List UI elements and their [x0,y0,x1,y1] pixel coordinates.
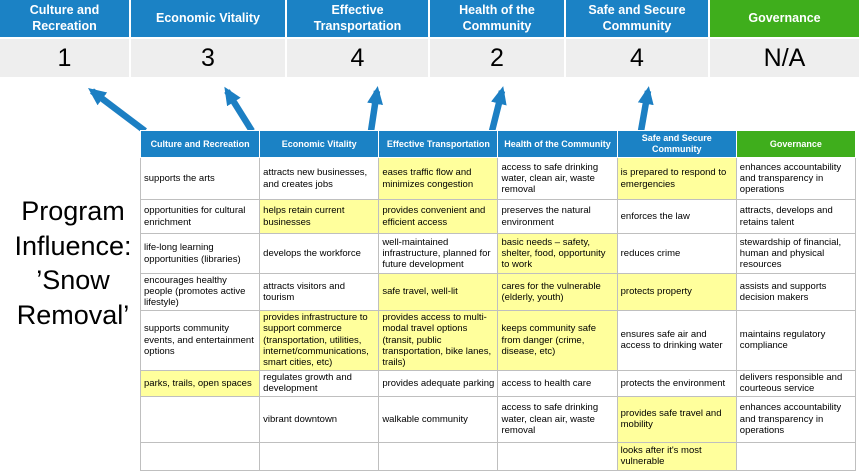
score-arrows [88,86,654,134]
matrix-cell [139,395,261,443]
matrix-cell: looks after it's most vulnerable [616,441,737,471]
matrix-header-economic-vitality: Economic Vitality [259,130,380,158]
matrix-cell: attracts visitors and tourism [259,273,380,311]
matrix-cell: stewardship of financial, human and phys… [735,233,857,274]
matrix-header-safe-and-secure-community: Safe and Secure Community [616,130,737,158]
category-banner: Culture and Recreation Economic Vitality… [0,0,859,37]
matrix-cell: delivers responsible and courteous servi… [735,369,857,397]
matrix-cell: regulates growth and development [259,369,380,397]
up-arrow-icon [88,87,147,134]
matrix-row: supports community events, and entertain… [139,309,857,371]
matrix-cell [497,441,618,471]
score-safe-and-secure-community: 4 [566,39,708,77]
matrix-cell: ensures safe air and access to drinking … [616,309,737,371]
matrix-body: supports the arts attracts new businesses… [139,157,857,471]
up-arrow-icon [367,86,383,132]
matrix-cell [735,441,857,471]
matrix-cell: access to safe drinking water, clean air… [497,395,618,443]
banner-safe-and-secure-community: Safe and Secure Community [566,0,708,37]
matrix-cell: maintains regulatory compliance [735,309,857,371]
matrix-cell: attracts, develops and retains talent [735,199,857,234]
matrix-cell: preserves the natural environment [497,199,618,234]
banner-effective-transportation: Effective Transportation [287,0,428,37]
matrix-cell: cares for the vulnerable (elderly, youth… [497,273,618,311]
matrix-header-row: Culture and Recreation Economic Vitality… [139,130,857,158]
score-row: 1 3 4 2 4 N/A [0,39,859,77]
matrix-row: vibrant downtown walkable community access… [139,395,857,443]
matrix-cell: supports community events, and entertain… [139,309,261,371]
matrix-cell: reduces crime [616,233,737,274]
matrix-row: life-long learning opportunities (librar… [139,233,857,274]
matrix-cell: provides infrastructure to support comme… [259,309,380,371]
matrix-cell: develops the workforce [259,233,380,274]
matrix-row: opportunities for cultural enrichment hel… [139,199,857,234]
matrix-cell: helps retain current businesses [259,199,380,234]
matrix-row: looks after it's most vulnerable [139,441,857,471]
matrix-cell: opportunities for cultural enrichment [139,199,261,234]
matrix-header-health-of-the-community: Health of the Community [497,130,618,158]
matrix-header-effective-transportation: Effective Transportation [378,130,499,158]
matrix-cell: provides adequate parking [378,369,499,397]
matrix-cell: is prepared to respond to emergencies [616,157,737,200]
banner-health-of-the-community: Health of the Community [430,0,564,37]
score-effective-transportation: 4 [287,39,428,77]
matrix-cell: provides safe travel and mobility [616,395,737,443]
matrix-cell: attracts new businesses, and creates job… [259,157,380,200]
banner-governance: Governance [710,0,859,37]
score-governance: N/A [710,39,859,77]
matrix-cell: encourages healthy people (promotes acti… [139,273,261,311]
program-title: Program Influence: ’Snow Removal’ [14,196,132,330]
matrix-cell: eases traffic flow and minimizes congest… [378,157,499,200]
up-arrow-icon [488,86,507,132]
matrix-cell: supports the arts [139,157,261,200]
matrix-cell [378,441,499,471]
matrix-cell: assists and supports decision makers [735,273,857,311]
matrix-cell: provides access to multi-modal travel op… [378,309,499,371]
score-culture-and-recreation: 1 [0,39,129,77]
matrix-cell: access to health care [497,369,618,397]
matrix-cell [139,441,261,471]
matrix-cell: enhances accountability and transparency… [735,395,857,443]
banner-economic-vitality: Economic Vitality [131,0,285,37]
matrix-row: encourages healthy people (promotes acti… [139,273,857,311]
matrix-cell: enforces the law [616,199,737,234]
up-arrow-icon [224,86,255,133]
up-arrow-icon [637,86,654,132]
influence-matrix: Culture and Recreation Economic Vitality… [139,130,857,471]
matrix-cell: provides convenient and efficient access [378,199,499,234]
matrix-header-culture-and-recreation: Culture and Recreation [139,130,261,158]
score-health-of-the-community: 2 [430,39,564,77]
matrix-cell: protects the environment [616,369,737,397]
matrix-cell: life-long learning opportunities (librar… [139,233,261,274]
score-economic-vitality: 3 [131,39,285,77]
matrix-cell: well-maintained infrastructure, planned … [378,233,499,274]
matrix-cell: walkable community [378,395,499,443]
matrix-cell: safe travel, well-lit [378,273,499,311]
matrix-cell: vibrant downtown [259,395,380,443]
matrix-cell: keeps community safe from danger (crime,… [497,309,618,371]
matrix-cell [259,441,380,471]
matrix-row: supports the arts attracts new businesses… [139,157,857,200]
matrix-cell: enhances accountability and transparency… [735,157,857,200]
matrix-cell: access to safe drinking water, clean air… [497,157,618,200]
matrix-row: parks, trails, open spaces regulates grow… [139,369,857,397]
matrix-cell: parks, trails, open spaces [139,369,261,397]
matrix-header-governance: Governance [735,130,857,158]
banner-culture-and-recreation: Culture and Recreation [0,0,129,37]
matrix-cell: basic needs – safety, shelter, food, opp… [497,233,618,274]
matrix-cell: protects property [616,273,737,311]
